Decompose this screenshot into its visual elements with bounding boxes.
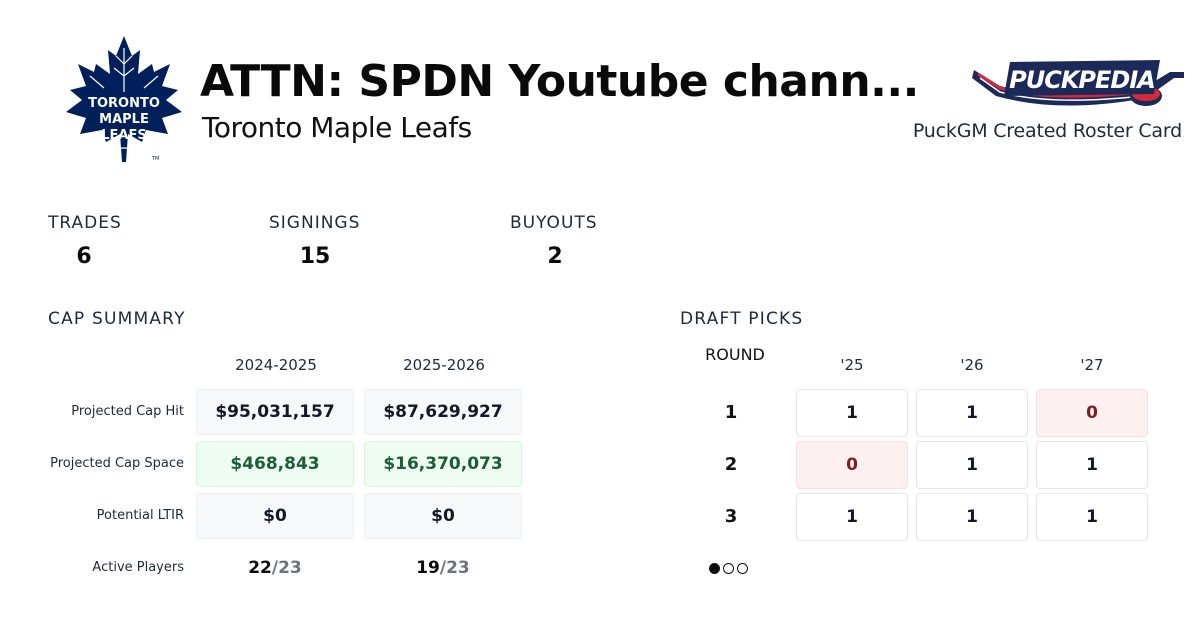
maple-leaf-icon: TORONTO MAPLE LEAFS TM [66, 36, 182, 162]
pick-r1-26: 1 [916, 389, 1028, 437]
round-1-label: 1 [724, 402, 738, 423]
svg-text:MAPLE: MAPLE [99, 112, 149, 127]
pick-r2-27: 1 [1036, 441, 1148, 489]
cap-hit-2024-2025: $95,031,157 [196, 389, 354, 435]
page-dot-3[interactable] [737, 563, 748, 574]
trades-value: 6 [76, 244, 92, 269]
team-name: Toronto Maple Leafs [202, 111, 472, 144]
pick-r3-27: 1 [1036, 493, 1148, 541]
projected-cap-hit-label: Projected Cap Hit [71, 404, 184, 419]
svg-text:TORONTO: TORONTO [88, 96, 160, 111]
pagination-dots [709, 563, 748, 574]
round-3-label: 3 [724, 506, 738, 527]
roster-card-title: ATTN: SPDN Youtube chann... [200, 56, 919, 107]
team-logo: TORONTO MAPLE LEAFS TM [62, 34, 186, 168]
pick-r1-25: 1 [796, 389, 908, 437]
season-header-2025-2026: 2025-2026 [403, 356, 485, 374]
ltir-2024-2025: $0 [196, 493, 354, 539]
trades-label: TRADES [48, 213, 122, 233]
year-header-27: '27 [1080, 356, 1104, 374]
page-dot-1[interactable] [709, 563, 720, 574]
roster-max: /23 [271, 558, 302, 578]
svg-text:PUCKPEDIA: PUCKPEDIA [1009, 66, 1155, 94]
year-header-25: '25 [840, 356, 864, 374]
buyouts-value: 2 [547, 244, 563, 269]
signings-label: SIGNINGS [269, 213, 361, 233]
cap-space-2024-2025: $468,843 [196, 441, 354, 487]
pick-r3-26: 1 [916, 493, 1028, 541]
active-players-2025-2026: 19/23 [364, 558, 522, 578]
active-players-label: Active Players [92, 560, 184, 575]
roster-card-caption: PuckGM Created Roster Card [912, 120, 1182, 142]
cap-hit-2025-2026: $87,629,927 [364, 389, 522, 435]
active-count: 22 [248, 558, 272, 578]
pick-r1-27: 0 [1036, 389, 1148, 437]
pick-r2-25: 0 [796, 441, 908, 489]
svg-text:LEAFS: LEAFS [101, 128, 146, 143]
season-header-2024-2025: 2024-2025 [235, 356, 317, 374]
active-players-2024-2025: 22/23 [196, 558, 354, 578]
draft-picks-title: DRAFT PICKS [680, 309, 804, 329]
projected-cap-space-label: Projected Cap Space [50, 456, 184, 471]
roster-max: /23 [439, 558, 470, 578]
ltir-2025-2026: $0 [364, 493, 522, 539]
signings-value: 15 [299, 244, 331, 269]
puckpedia-logo: PUCKPEDIA [970, 56, 1190, 116]
cap-summary-title: CAP SUMMARY [48, 309, 186, 329]
potential-ltir-label: Potential LTIR [96, 508, 184, 523]
pick-r3-25: 1 [796, 493, 908, 541]
cap-space-2025-2026: $16,370,073 [364, 441, 522, 487]
active-count: 19 [416, 558, 440, 578]
round-header: ROUND [705, 345, 765, 364]
hockey-stick-icon: PUCKPEDIA [972, 60, 1184, 106]
buyouts-label: BUYOUTS [510, 213, 598, 233]
year-header-26: '26 [960, 356, 984, 374]
round-2-label: 2 [724, 454, 738, 475]
svg-text:TM: TM [151, 156, 159, 162]
page-dot-2[interactable] [723, 563, 734, 574]
pick-r2-26: 1 [916, 441, 1028, 489]
